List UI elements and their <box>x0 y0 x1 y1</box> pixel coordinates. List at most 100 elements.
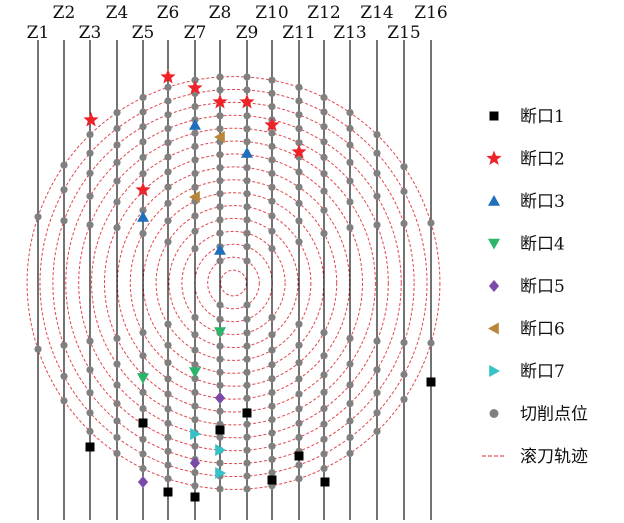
cut-point <box>60 372 68 380</box>
cut-point <box>113 224 121 232</box>
track-ring-15 <box>39 89 428 477</box>
cut-point <box>164 168 172 176</box>
cut-point <box>216 164 224 172</box>
cut-point <box>164 83 172 91</box>
cut-point <box>400 163 408 171</box>
cut-point <box>60 161 68 169</box>
cut-point <box>295 97 303 105</box>
cut-point <box>243 446 251 454</box>
cut-point <box>139 405 147 413</box>
cut-point <box>113 417 121 425</box>
break2-marker <box>291 144 307 159</box>
cut-point <box>113 109 121 117</box>
column-label-15: Z15 <box>387 23 420 43</box>
cut-point <box>164 419 172 427</box>
break1-marker <box>85 442 95 452</box>
cut-point <box>216 125 224 133</box>
cut-point <box>346 449 354 457</box>
cut-point <box>164 153 172 161</box>
cut-point <box>373 409 381 417</box>
cut-point <box>139 153 147 161</box>
legend-label-break7: 断口7 <box>520 362 565 382</box>
cut-point <box>243 342 251 350</box>
column-label-11: Z11 <box>282 23 315 43</box>
break7-marker <box>215 444 226 456</box>
cut-point <box>346 334 354 342</box>
cut-point <box>373 389 381 397</box>
cut-point <box>268 76 276 84</box>
cut-point <box>216 433 224 441</box>
cut-point <box>164 447 172 455</box>
cut-point <box>164 199 172 207</box>
cut-point <box>320 93 328 102</box>
cut-point <box>268 455 276 463</box>
cut-point <box>164 320 172 328</box>
legend-symbol-break5 <box>488 280 500 292</box>
cut-point <box>243 112 251 120</box>
track-ring-8 <box>129 179 338 387</box>
cut-point <box>113 400 121 408</box>
cut-point <box>191 129 199 137</box>
break5-marker <box>189 457 201 469</box>
cut-point <box>295 375 303 383</box>
cut-point <box>346 198 354 206</box>
track-ring-5 <box>168 218 299 348</box>
legend-label-track: 滚刀轨迹 <box>520 447 588 467</box>
cut-point <box>113 433 121 442</box>
cut-point <box>373 149 381 157</box>
cut-point <box>191 442 199 450</box>
cut-point <box>243 73 251 81</box>
cut-point <box>113 449 121 457</box>
cut-point <box>216 151 224 159</box>
break2-marker <box>135 182 151 197</box>
cut-point <box>295 341 303 349</box>
track-ring-1 <box>220 269 247 297</box>
cut-point <box>164 405 172 413</box>
legend-label-cut: 切削点位 <box>520 405 588 425</box>
cut-point <box>60 217 68 225</box>
cut-point <box>346 141 354 149</box>
legend-label-break1: 断口1 <box>520 107 565 127</box>
cut-point <box>113 198 121 206</box>
cut-point <box>34 345 42 353</box>
cut-point <box>373 366 381 374</box>
cut-point <box>268 227 276 235</box>
cut-point <box>400 395 408 403</box>
cut-point <box>86 427 94 435</box>
cut-point <box>164 125 172 133</box>
cut-point <box>320 405 328 413</box>
track-ring-2 <box>207 256 260 310</box>
cut-point <box>346 224 354 232</box>
cut-point <box>164 111 172 119</box>
cut-point <box>216 315 224 323</box>
cut-point <box>34 213 42 221</box>
cut-point <box>60 186 68 194</box>
break6-marker <box>189 191 200 203</box>
cut-point <box>295 168 303 176</box>
break7-marker <box>215 467 226 479</box>
break3-marker <box>137 211 149 222</box>
cut-point <box>60 341 68 349</box>
legend-label-break6: 断口6 <box>520 320 565 340</box>
cut-point <box>268 245 276 253</box>
cut-point <box>243 243 251 251</box>
break6-marker <box>214 131 225 143</box>
cut-point <box>243 86 251 94</box>
cut-point <box>243 190 251 198</box>
break4-marker <box>214 327 226 338</box>
cut-point <box>243 315 251 323</box>
break1-marker <box>138 418 148 428</box>
cut-point <box>139 170 147 178</box>
track-ring-11 <box>91 140 376 426</box>
cut-point <box>191 183 199 191</box>
cut-point <box>86 192 94 200</box>
cut-point <box>373 192 381 200</box>
column-label-5: Z5 <box>132 23 155 43</box>
cut-point <box>295 217 303 225</box>
legend-label-break2: 断口2 <box>520 150 565 170</box>
legend-label-break3: 断口3 <box>520 192 565 212</box>
legend-symbol-cut <box>489 409 499 418</box>
cut-point <box>320 108 328 116</box>
track-ring-14 <box>52 101 415 465</box>
